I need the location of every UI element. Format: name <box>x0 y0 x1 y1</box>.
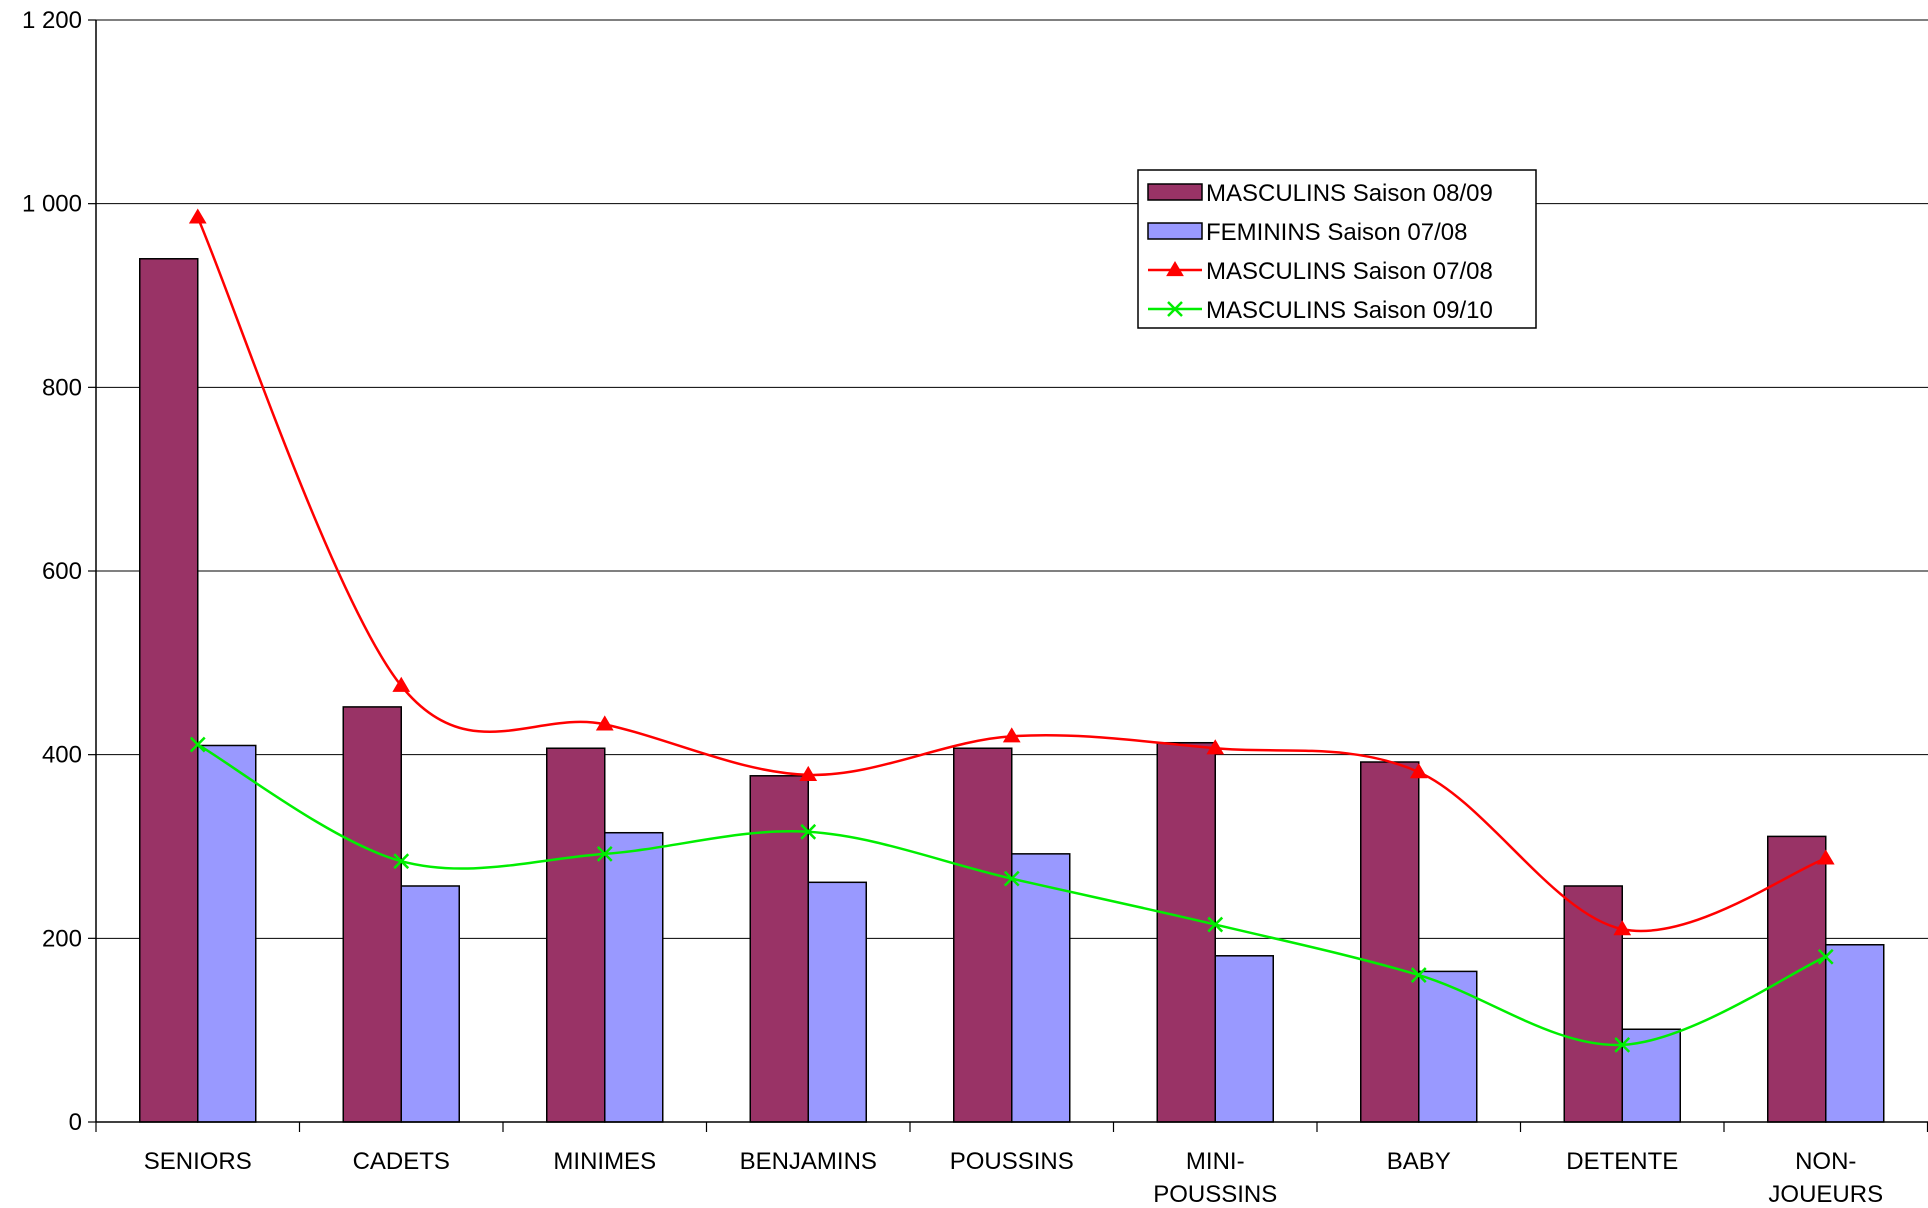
bar <box>546 747 606 1123</box>
line-marker <box>1003 870 1020 887</box>
line-marker <box>1002 727 1021 743</box>
line-marker <box>188 208 207 224</box>
marker-stroke <box>1003 870 1020 887</box>
y-tick-label: 1 200 <box>22 7 82 34</box>
legend: MASCULINS Saison 08/09 FEMININS Saison 07… <box>1137 169 1537 329</box>
marker-stroke <box>393 853 410 870</box>
marker-stroke <box>1207 916 1224 933</box>
y-tick-label: 400 <box>42 742 82 769</box>
marker-stroke <box>1410 967 1427 983</box>
line-marker <box>596 845 613 862</box>
x-tick-label: JOUEURS <box>1768 1181 1883 1208</box>
legend-label: MASCULINS Saison 07/08 <box>1206 258 1493 285</box>
x-tick-label: POUSSINS <box>950 1148 1074 1175</box>
bar <box>604 831 664 1123</box>
y-tick-label: 0 <box>69 1109 82 1136</box>
bar <box>953 747 1013 1123</box>
y-tick-label: 1 000 <box>22 191 82 218</box>
bar <box>1011 853 1071 1123</box>
bar <box>197 744 257 1123</box>
axes: 0 200 400 600 800 1 000 1 200 SENIORS CADETS MINI… <box>22 7 1928 1208</box>
bar <box>1825 944 1885 1123</box>
bar <box>342 706 402 1123</box>
lines <box>188 208 1835 1053</box>
legend-swatch <box>1147 183 1203 201</box>
legend-entry: MASCULINS Saison 09/10 <box>1148 297 1493 324</box>
marker-stroke <box>189 736 206 753</box>
legend-entry: MASCULINS Saison 07/08 <box>1148 258 1493 285</box>
marker-stroke <box>800 823 817 840</box>
marker-stroke <box>596 845 613 862</box>
bar <box>749 775 809 1123</box>
line-marker <box>1816 849 1835 865</box>
x-tick-label: MINIMES <box>553 1148 656 1175</box>
bar <box>1563 885 1623 1123</box>
marker-stroke <box>1167 301 1183 317</box>
line-marker <box>1207 916 1224 933</box>
legend-swatch <box>1147 222 1203 240</box>
legend-label: FEMININS Saison 07/08 <box>1206 219 1467 246</box>
line-marker <box>392 676 411 692</box>
line-marker <box>1410 967 1427 983</box>
bar <box>1360 761 1420 1123</box>
line-marker <box>393 853 410 870</box>
line-marker <box>1613 920 1632 936</box>
x-tick-label: BABY <box>1387 1148 1451 1175</box>
bar <box>1214 955 1274 1123</box>
x-tick-label: BENJAMINS <box>740 1148 877 1175</box>
y-tick-label: 200 <box>42 925 82 952</box>
line-marker <box>1206 739 1225 755</box>
bars <box>139 258 1885 1123</box>
line-marker <box>189 736 206 753</box>
legend-label: MASCULINS Saison 09/10 <box>1206 297 1493 324</box>
marker-stroke <box>1614 1036 1631 1053</box>
line-marker <box>799 765 818 781</box>
bar <box>139 258 199 1123</box>
x-tick-label: DETENTE <box>1566 1148 1678 1175</box>
bar <box>1767 835 1827 1123</box>
legend-entry: FEMININS Saison 07/08 <box>1147 219 1467 246</box>
bar <box>1418 970 1478 1123</box>
x-tick-label: CADETS <box>353 1148 450 1175</box>
x-tick-label: MINI- <box>1186 1148 1245 1175</box>
y-tick-label: 600 <box>42 558 82 585</box>
line-marker <box>1167 301 1183 317</box>
line-marker <box>595 715 614 731</box>
y-tick-label: 800 <box>42 374 82 401</box>
bar <box>1156 741 1216 1123</box>
legend-label: MASCULINS Saison 08/09 <box>1206 180 1493 207</box>
bar <box>807 881 867 1123</box>
line-marker <box>1817 948 1834 965</box>
line-marker <box>1409 763 1428 779</box>
line-marker <box>1614 1036 1631 1053</box>
x-tick-label: POUSSINS <box>1153 1181 1277 1208</box>
line-marker <box>1166 261 1184 277</box>
line-marker <box>800 823 817 840</box>
legend-entry: MASCULINS Saison 08/09 <box>1147 180 1493 207</box>
legend-box <box>1137 169 1537 329</box>
x-tick-label: SENIORS <box>144 1148 252 1175</box>
x-tick-label: NON- <box>1795 1148 1856 1175</box>
marker-stroke <box>1817 948 1834 965</box>
bar <box>400 885 460 1123</box>
